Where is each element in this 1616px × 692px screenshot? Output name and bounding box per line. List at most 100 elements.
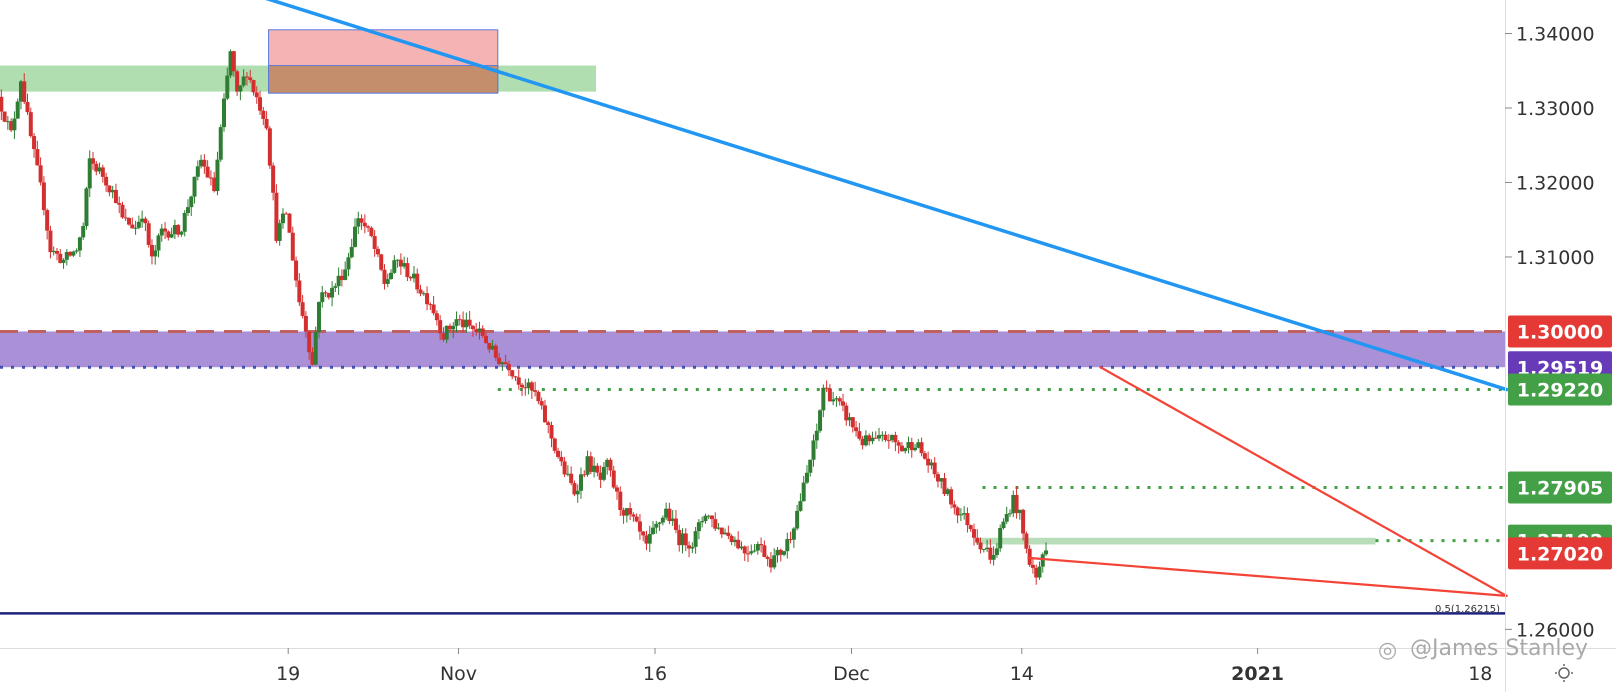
price-tick-label: 1.26000 (1516, 619, 1595, 641)
candle (775, 546, 780, 563)
candle (421, 291, 426, 296)
candle-body (1014, 494, 1019, 514)
candle (402, 256, 407, 269)
candle-body (199, 159, 204, 167)
candle-body (222, 98, 227, 128)
candle (863, 430, 868, 447)
candle (290, 226, 295, 261)
candle-body (510, 370, 515, 377)
candle-body (772, 555, 777, 568)
candle (51, 246, 56, 256)
candle-body (657, 522, 662, 524)
price-badge-1.27905: 1.27905 (1508, 471, 1612, 504)
candle-body (660, 517, 665, 523)
candle (503, 354, 508, 365)
candle (195, 160, 200, 181)
candle (998, 524, 1003, 552)
chart-settings-icon[interactable] (1555, 664, 1573, 682)
candle-body (651, 527, 656, 534)
candle-body (38, 165, 43, 183)
candle-body (425, 293, 430, 305)
candle (664, 502, 669, 521)
candle-body (438, 320, 443, 334)
candle (392, 255, 397, 274)
candle-body (952, 504, 957, 508)
candle (136, 215, 141, 230)
candle-body (45, 210, 50, 231)
candle (316, 301, 321, 339)
candle-body (736, 539, 741, 549)
zone-4 (975, 537, 1376, 545)
candle-body (942, 478, 947, 495)
candle-body (965, 513, 970, 526)
candle (539, 397, 544, 410)
candle (1024, 531, 1029, 554)
time-tick-label: 18 (1468, 663, 1492, 685)
candle-body (840, 401, 845, 406)
candle (382, 264, 387, 290)
candle-body (447, 325, 452, 330)
candle (739, 541, 744, 550)
candle (873, 431, 878, 439)
price-badge-label: 1.29220 (1517, 380, 1604, 402)
candle (117, 196, 122, 214)
candle-body (411, 273, 416, 279)
candle-body (598, 472, 603, 480)
candle (513, 375, 518, 382)
candle-body (572, 483, 577, 495)
candle (749, 544, 754, 556)
candle (729, 534, 734, 546)
candle-body (945, 489, 950, 495)
candle (801, 475, 806, 502)
candle (470, 325, 475, 337)
candle-body (385, 279, 390, 284)
candle (546, 420, 551, 434)
candle (985, 539, 990, 553)
candle (264, 111, 269, 131)
candle (608, 457, 613, 477)
candle-body (850, 417, 855, 428)
time-axis: 19 Nov 16 Dec 14 2021 18 (276, 648, 1492, 685)
candle-body (955, 507, 960, 516)
candle-body (903, 448, 908, 452)
candle-body (1040, 554, 1045, 567)
candle-body (195, 166, 200, 177)
candle (218, 124, 223, 162)
candle (601, 461, 606, 482)
candle (1027, 545, 1032, 567)
candle (457, 314, 462, 326)
candle (411, 265, 416, 283)
candle (615, 484, 620, 500)
candle-body (1021, 509, 1026, 534)
candle-body (244, 76, 249, 78)
candle-body (1034, 567, 1039, 578)
candle (854, 420, 859, 437)
candle (913, 443, 918, 452)
candle (523, 378, 528, 396)
candle-body (464, 319, 469, 328)
candle (385, 273, 390, 288)
candle-body (117, 203, 122, 205)
candle (22, 73, 27, 105)
candle-body (958, 514, 963, 516)
candle-body (595, 465, 600, 473)
candle (120, 201, 125, 219)
candle (696, 519, 701, 540)
candle-body (526, 382, 531, 389)
candle-body (241, 76, 246, 86)
candle-body (732, 539, 737, 543)
candle (97, 162, 102, 174)
candle-body (189, 196, 194, 208)
candle (451, 322, 456, 339)
candle (565, 465, 570, 477)
candle-body (185, 207, 190, 213)
candle-body (929, 462, 934, 466)
candle-body (487, 343, 492, 350)
candle-body (729, 535, 734, 543)
candle-body (375, 248, 380, 255)
candle (673, 510, 678, 534)
candle-body (867, 435, 872, 442)
candle (886, 434, 891, 449)
candle-body (837, 398, 842, 402)
candle (84, 186, 89, 230)
